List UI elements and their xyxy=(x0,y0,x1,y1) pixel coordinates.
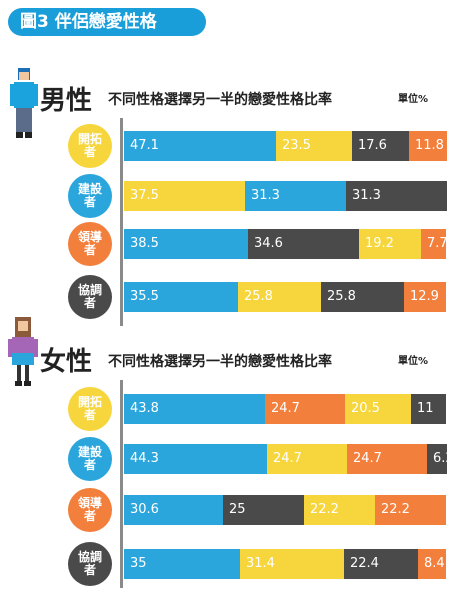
category-badge-female-0: 開拓者 xyxy=(68,387,112,431)
bar-segment-female-3-1: 31.4 xyxy=(240,549,344,579)
bar-segment-female-0-1: 24.7 xyxy=(265,394,345,424)
male-panel-title: 男性 xyxy=(40,86,93,116)
male-chart-axis xyxy=(120,118,123,326)
bar-segment-female-1-0: 44.3 xyxy=(124,444,267,474)
bar-segment-female-2-2: 22.2 xyxy=(304,495,375,525)
female-panel-subtitle: 不同性格選擇另一半的戀愛性格比率 xyxy=(108,354,332,370)
bar-segment-male-2-2: 19.2 xyxy=(359,229,421,259)
bar-segment-male-0-0: 47.1 xyxy=(124,131,276,161)
female-panel-title: 女性 xyxy=(40,347,93,377)
category-badge-male-1: 建設者 xyxy=(68,174,112,218)
bar-segment-female-3-0: 35 xyxy=(124,549,240,579)
bar-segment-male-1-2: 31.3 xyxy=(346,181,447,211)
female-chart-axis xyxy=(120,380,123,588)
category-badge-male-2: 領導者 xyxy=(68,222,112,266)
bar-segment-male-2-3: 7.7 xyxy=(421,229,446,259)
male-figure-icon xyxy=(10,68,38,138)
bar-segment-female-0-0: 43.8 xyxy=(124,394,265,424)
male-panel-subtitle: 不同性格選擇另一半的戀愛性格比率 xyxy=(108,92,332,108)
female-panel-unit: 單位% xyxy=(398,356,429,367)
category-badge-female-1: 建設者 xyxy=(68,437,112,481)
bar-segment-female-3-2: 22.4 xyxy=(344,549,418,579)
bar-segment-female-2-1: 25 xyxy=(223,495,304,525)
bar-segment-male-2-0: 38.5 xyxy=(124,229,248,259)
bar-segment-female-1-3: 6.2 xyxy=(427,444,447,474)
bar-segment-female-0-2: 20.5 xyxy=(345,394,411,424)
category-badge-female-3: 協調者 xyxy=(68,542,112,586)
figure-badge: 圖3 伴侶戀愛性格 xyxy=(8,8,206,36)
category-badge-male-3: 協調者 xyxy=(68,275,112,319)
bar-segment-male-3-3: 12.9 xyxy=(404,282,446,312)
bar-segment-male-3-2: 25.8 xyxy=(321,282,404,312)
bar-segment-male-1-1: 31.3 xyxy=(245,181,346,211)
bar-segment-male-1-0: 37.5 xyxy=(124,181,245,211)
bar-segment-female-2-3: 22.2 xyxy=(375,495,446,525)
bar-segment-female-0-3: 11 xyxy=(411,394,446,424)
bar-segment-female-1-1: 24.7 xyxy=(267,444,347,474)
bar-segment-male-3-1: 25.8 xyxy=(238,282,321,312)
male-panel-unit: 單位% xyxy=(398,94,429,105)
category-badge-female-2: 領導者 xyxy=(68,488,112,532)
bar-segment-male-0-1: 23.5 xyxy=(276,131,352,161)
category-badge-male-0: 開拓者 xyxy=(68,124,112,168)
bar-segment-female-2-0: 30.6 xyxy=(124,495,223,525)
bar-segment-male-0-3: 11.8 xyxy=(409,131,447,161)
bar-segment-male-2-1: 34.6 xyxy=(248,229,359,259)
bar-segment-male-3-0: 35.5 xyxy=(124,282,238,312)
bar-segment-male-0-2: 17.6 xyxy=(352,131,409,161)
bar-segment-female-3-3: 8.4 xyxy=(418,549,446,579)
bar-segment-female-1-2: 24.7 xyxy=(347,444,427,474)
female-figure-icon xyxy=(8,317,38,386)
